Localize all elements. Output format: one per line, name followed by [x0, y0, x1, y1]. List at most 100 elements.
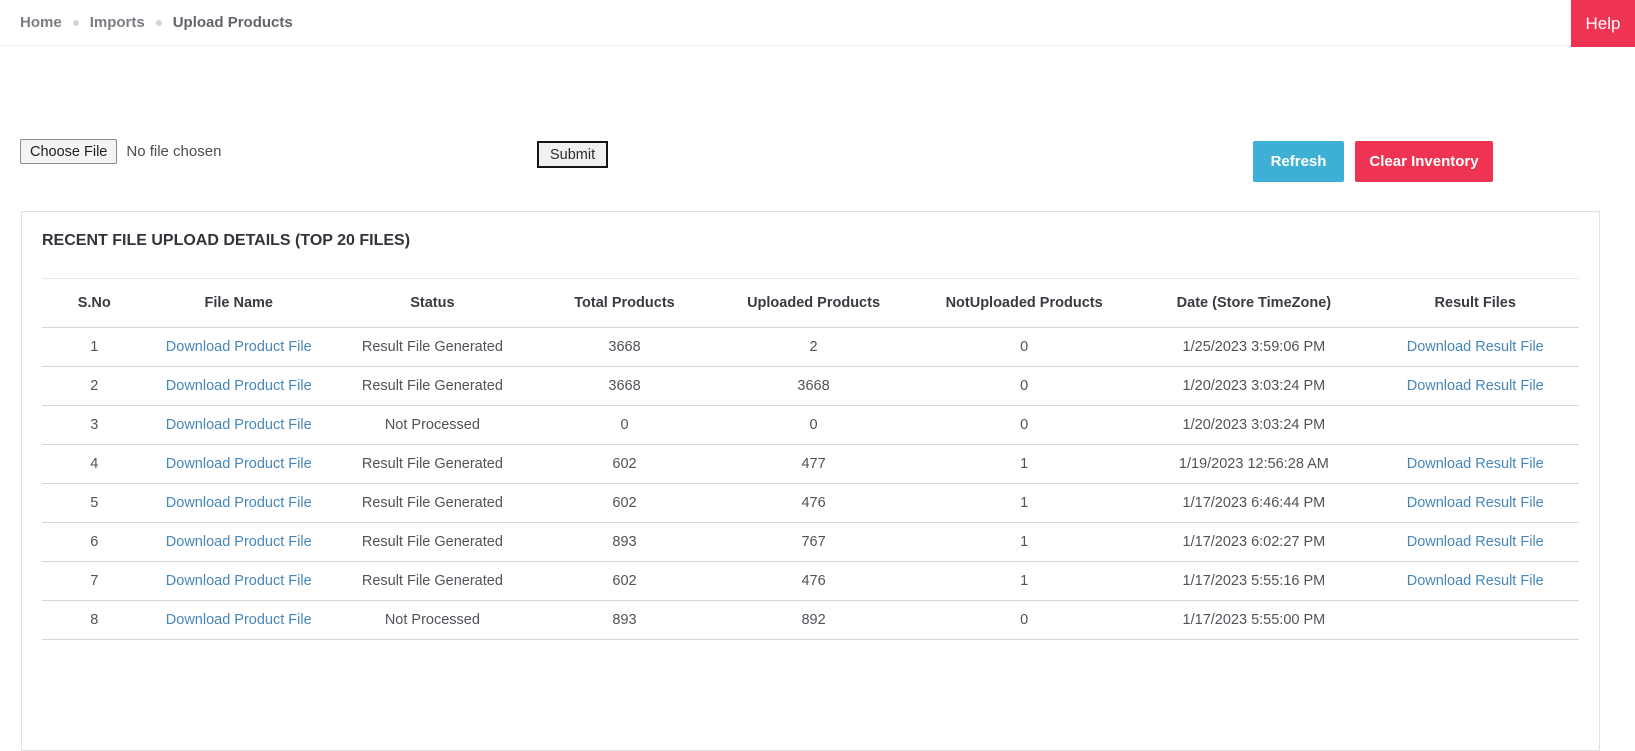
cell-notuploaded-products: 1 [911, 522, 1137, 562]
cell-file-name: Download Product File [146, 405, 331, 445]
cell-uploaded-products: 892 [715, 600, 912, 640]
table-row: 4 Download Product File Result File Gene… [42, 444, 1579, 484]
col-header-result-files: Result Files [1371, 279, 1579, 328]
cell-status: Result File Generated [330, 522, 534, 562]
cell-result-files [1371, 600, 1579, 640]
download-product-file-link[interactable]: Download Product File [165, 572, 312, 589]
cell-total-products: 3668 [533, 366, 716, 406]
col-header-notuploaded-products: NotUploaded Products [911, 279, 1137, 328]
cell-file-name: Download Product File [146, 444, 331, 484]
download-result-file-link[interactable]: Download Result File [1406, 338, 1544, 355]
download-result-file-link[interactable]: Download Result File [1406, 455, 1544, 472]
cell-status: Result File Generated [330, 561, 534, 601]
recent-uploads-panel: RECENT FILE UPLOAD DETAILS (TOP 20 FILES… [21, 211, 1600, 751]
file-input[interactable]: Choose File No file chosen [20, 139, 221, 164]
cell-status: Not Processed [330, 405, 534, 445]
cell-result-files: Download Result File [1371, 561, 1579, 601]
cell-status: Result File Generated [330, 483, 534, 523]
cell-date: 1/25/2023 3:59:06 PM [1136, 327, 1372, 367]
table-row: 3 Download Product File Not Processed 0 … [42, 405, 1579, 445]
breadcrumb-separator-icon [155, 19, 162, 26]
table-row: 6 Download Product File Result File Gene… [42, 522, 1579, 562]
cell-uploaded-products: 767 [715, 522, 912, 562]
breadcrumb-upload-products: Upload Products [172, 14, 293, 31]
download-product-file-link[interactable]: Download Product File [165, 533, 312, 550]
download-result-file-link[interactable]: Download Result File [1406, 377, 1544, 394]
cell-sno: 7 [42, 561, 147, 601]
uploads-table: S.No File Name Status Total Products Upl… [42, 279, 1579, 640]
download-product-file-link[interactable]: Download Product File [165, 611, 312, 628]
cell-status: Result File Generated [330, 366, 534, 406]
cell-uploaded-products: 476 [715, 561, 912, 601]
cell-total-products: 3668 [533, 327, 716, 367]
cell-sno: 2 [42, 366, 147, 406]
breadcrumb-imports[interactable]: Imports [89, 14, 145, 31]
cell-uploaded-products: 476 [715, 483, 912, 523]
download-product-file-link[interactable]: Download Product File [165, 338, 312, 355]
cell-sno: 5 [42, 483, 147, 523]
download-result-file-link[interactable]: Download Result File [1406, 572, 1544, 589]
cell-date: 1/19/2023 12:56:28 AM [1136, 444, 1372, 484]
cell-date: 1/17/2023 5:55:16 PM [1136, 561, 1372, 601]
cell-notuploaded-products: 0 [911, 327, 1137, 367]
download-result-file-link[interactable]: Download Result File [1406, 494, 1544, 511]
cell-result-files: Download Result File [1371, 483, 1579, 523]
cell-sno: 1 [42, 327, 147, 367]
col-header-total-products: Total Products [533, 279, 716, 328]
cell-uploaded-products: 2 [715, 327, 912, 367]
cell-date: 1/17/2023 5:55:00 PM [1136, 600, 1372, 640]
cell-file-name: Download Product File [146, 366, 331, 406]
panel-title: RECENT FILE UPLOAD DETAILS (TOP 20 FILES… [42, 232, 411, 249]
cell-file-name: Download Product File [146, 483, 331, 523]
file-chosen-text: No file chosen [126, 143, 222, 160]
cell-file-name: Download Product File [146, 327, 331, 367]
cell-notuploaded-products: 1 [911, 483, 1137, 523]
cell-date: 1/20/2023 3:03:24 PM [1136, 366, 1372, 406]
col-header-sno: S.No [42, 279, 147, 328]
breadcrumb-home[interactable]: Home [20, 14, 62, 31]
panel-divider [42, 278, 1579, 279]
cell-total-products: 893 [533, 522, 716, 562]
breadcrumb-separator-icon [72, 19, 79, 26]
cell-notuploaded-products: 1 [911, 444, 1137, 484]
cell-date: 1/17/2023 6:46:44 PM [1136, 483, 1372, 523]
cell-status: Not Processed [330, 600, 534, 640]
cell-status: Result File Generated [330, 444, 534, 484]
submit-button[interactable]: Submit [537, 141, 609, 168]
col-header-uploaded-products: Uploaded Products [715, 279, 912, 328]
help-button[interactable]: Help [1571, 0, 1635, 47]
table-body: 1 Download Product File Result File Gene… [42, 327, 1579, 640]
cell-total-products: 602 [533, 483, 716, 523]
cell-total-products: 0 [533, 405, 716, 445]
clear-inventory-button[interactable]: Clear Inventory [1355, 141, 1493, 182]
cell-uploaded-products: 3668 [715, 366, 912, 406]
download-product-file-link[interactable]: Download Product File [165, 494, 312, 511]
download-product-file-link[interactable]: Download Product File [165, 455, 312, 472]
cell-sno: 6 [42, 522, 147, 562]
table-row: 7 Download Product File Result File Gene… [42, 561, 1579, 601]
cell-sno: 3 [42, 405, 147, 445]
download-product-file-link[interactable]: Download Product File [165, 377, 312, 394]
cell-status: Result File Generated [330, 327, 534, 367]
cell-uploaded-products: 477 [715, 444, 912, 484]
cell-file-name: Download Product File [146, 561, 331, 601]
refresh-button[interactable]: Refresh [1253, 141, 1344, 182]
table-row: 5 Download Product File Result File Gene… [42, 483, 1579, 523]
table-row: 1 Download Product File Result File Gene… [42, 327, 1579, 367]
choose-file-button[interactable]: Choose File [20, 139, 118, 164]
download-result-file-link[interactable]: Download Result File [1406, 533, 1544, 550]
cell-result-files [1371, 405, 1579, 445]
download-product-file-link[interactable]: Download Product File [165, 416, 312, 433]
cell-file-name: Download Product File [146, 600, 331, 640]
upload-controls: Choose File No file chosen Submit Refres… [0, 46, 1635, 211]
top-bar: Home Imports Upload Products Help [0, 0, 1635, 47]
cell-result-files: Download Result File [1371, 444, 1579, 484]
cell-notuploaded-products: 1 [911, 561, 1137, 601]
cell-sno: 4 [42, 444, 147, 484]
cell-result-files: Download Result File [1371, 366, 1579, 406]
table-row: 8 Download Product File Not Processed 89… [42, 600, 1579, 640]
cell-sno: 8 [42, 600, 147, 640]
col-header-status: Status [330, 279, 534, 328]
cell-total-products: 602 [533, 444, 716, 484]
cell-result-files: Download Result File [1371, 522, 1579, 562]
